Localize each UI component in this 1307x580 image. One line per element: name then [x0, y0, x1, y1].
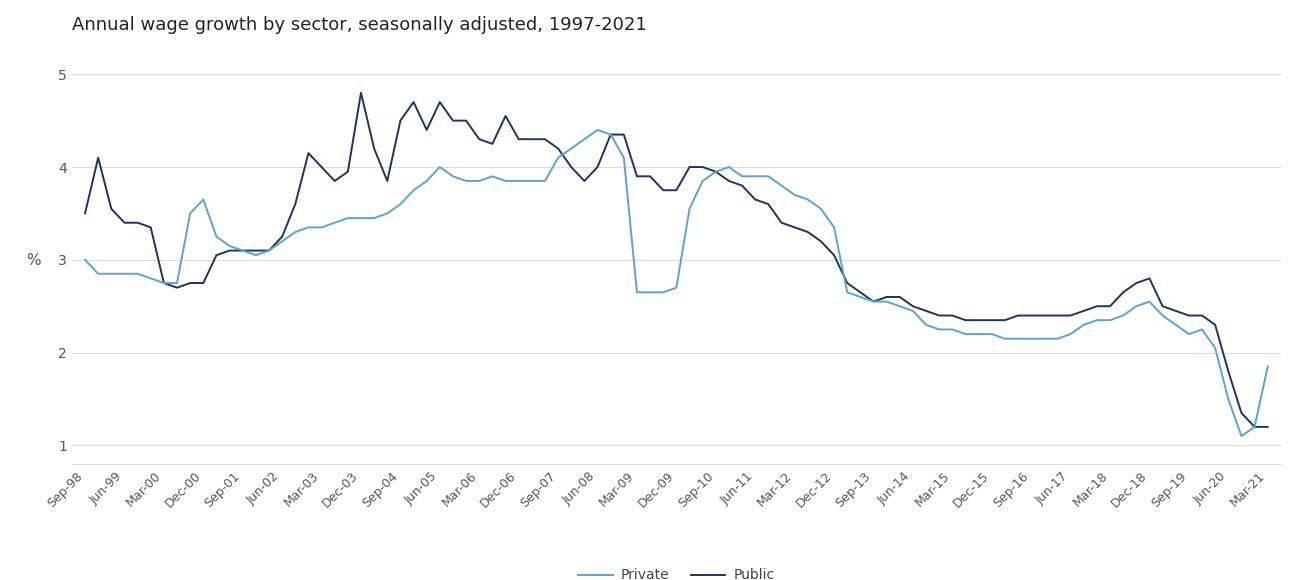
Private: [1234, 433, 1249, 440]
Public: [1260, 423, 1276, 430]
Private: [379, 210, 395, 217]
Y-axis label: %: %: [26, 253, 41, 268]
Public: [77, 210, 93, 217]
Private: [222, 242, 238, 249]
Public: [353, 89, 369, 96]
Public: [1247, 423, 1263, 430]
Public: [1089, 303, 1104, 310]
Public: [222, 247, 238, 254]
Private: [1260, 363, 1276, 370]
Line: Private: Private: [85, 130, 1268, 436]
Public: [1234, 409, 1249, 416]
Private: [774, 182, 789, 189]
Text: Annual wage growth by sector, seasonally adjusted, 1997-2021: Annual wage growth by sector, seasonally…: [72, 16, 647, 34]
Private: [77, 256, 93, 263]
Private: [1089, 317, 1104, 324]
Legend: Private, Public: Private, Public: [572, 563, 780, 580]
Public: [392, 117, 408, 124]
Public: [366, 145, 382, 152]
Public: [774, 219, 789, 226]
Line: Public: Public: [85, 93, 1268, 427]
Private: [353, 215, 369, 222]
Private: [1247, 423, 1263, 430]
Private: [589, 126, 605, 133]
